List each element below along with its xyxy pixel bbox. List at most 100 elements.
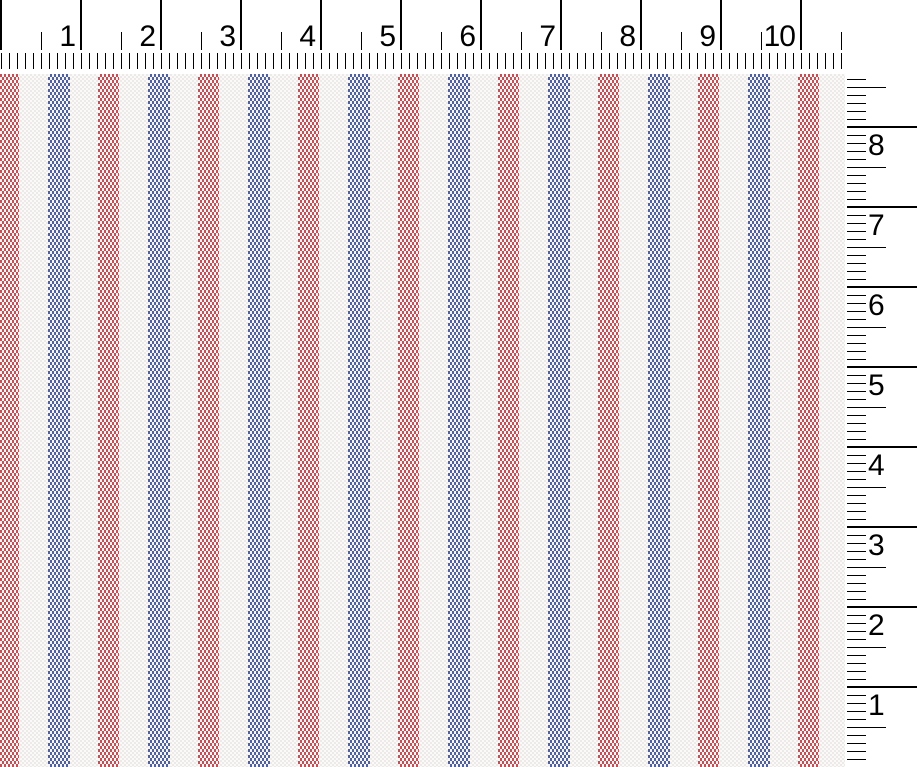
- top-ruler-fine-tick: [537, 53, 538, 69]
- top-ruler-unit-tick: [720, 0, 722, 50]
- top-ruler-fine-tick: [249, 53, 250, 69]
- top-ruler-fine-tick: [289, 53, 290, 69]
- right-ruler-fine-tick: [847, 431, 866, 432]
- top-ruler-fine-tick: [561, 53, 562, 69]
- right-ruler-fine-tick: [847, 279, 866, 280]
- right-ruler-fine-tick: [847, 303, 866, 304]
- top-ruler-fine-tick: [433, 53, 434, 69]
- top-ruler-fine-tick: [801, 53, 802, 69]
- right-ruler-fine-tick: [847, 631, 866, 632]
- fabric-red-stripe: [0, 74, 19, 767]
- top-ruler-fine-tick: [25, 53, 26, 69]
- top-ruler-fine-tick: [545, 53, 546, 69]
- top-ruler-fine-tick: [33, 53, 34, 69]
- top-ruler-fine-tick: [337, 53, 338, 69]
- right-ruler-half-tick: [847, 647, 886, 648]
- right-ruler-fine-tick: [847, 159, 866, 160]
- top-ruler-fine-tick: [809, 53, 810, 69]
- fabric-blue-stripe: [48, 74, 70, 767]
- right-ruler-fine-tick: [847, 343, 866, 344]
- top-ruler-fine-tick: [649, 53, 650, 69]
- right-ruler-fine-tick: [847, 351, 866, 352]
- fabric-red-stripe: [598, 74, 619, 767]
- right-ruler-fine-tick: [847, 703, 866, 704]
- fabric-blue-stripe: [348, 74, 370, 767]
- fabric-red-stripe: [698, 74, 719, 767]
- top-ruler-fine-tick: [385, 53, 386, 69]
- right-ruler-fine-tick: [847, 519, 866, 520]
- right-ruler-fine-tick: [847, 439, 866, 440]
- right-ruler-unit-tick: [847, 606, 917, 608]
- right-ruler-half-tick: [847, 247, 886, 248]
- right-ruler-fine-tick: [847, 479, 866, 480]
- top-ruler-fine-tick: [281, 53, 282, 69]
- top-ruler-fine-tick: [609, 53, 610, 69]
- right-ruler-fine-tick: [847, 223, 866, 224]
- top-ruler-fine-tick: [665, 53, 666, 69]
- top-ruler-fine-tick: [753, 53, 754, 69]
- top-ruler-unit-tick: [320, 0, 322, 50]
- right-ruler-fine-tick: [847, 455, 866, 456]
- right-ruler-fine-tick: [847, 215, 866, 216]
- top-ruler-unit-tick: [0, 0, 2, 50]
- right-ruler-fine-tick: [847, 95, 866, 96]
- right-ruler-fine-tick: [847, 319, 866, 320]
- right-ruler-fine-tick: [847, 183, 866, 184]
- right-ruler-fine-tick: [847, 751, 866, 752]
- top-ruler-fine-tick: [825, 53, 826, 69]
- top-ruler-fine-tick: [689, 53, 690, 69]
- top-ruler-number: 6: [459, 20, 476, 53]
- top-ruler-fine-tick: [225, 53, 226, 69]
- right-ruler-fine-tick: [847, 111, 866, 112]
- right-ruler-half-tick: [847, 727, 886, 728]
- top-ruler-fine-tick: [201, 53, 202, 69]
- top-ruler-fine-tick: [481, 53, 482, 69]
- right-ruler-fine-tick: [847, 575, 866, 576]
- top-ruler-half-tick: [361, 32, 362, 50]
- right-ruler-fine-tick: [847, 199, 866, 200]
- top-ruler-number: 4: [299, 20, 316, 53]
- top-ruler-half-tick: [521, 32, 522, 50]
- top-ruler-number: 5: [379, 20, 396, 53]
- top-ruler-fine-tick: [673, 53, 674, 69]
- right-ruler-fine-tick: [847, 103, 866, 104]
- top-ruler-fine-tick: [585, 53, 586, 69]
- right-ruler-half-tick: [847, 327, 886, 328]
- top-ruler-fine-tick: [145, 53, 146, 69]
- top-ruler-fine-tick: [553, 53, 554, 69]
- right-ruler-fine-tick: [847, 359, 866, 360]
- right-ruler-fine-tick: [847, 695, 866, 696]
- top-ruler-fine-tick: [209, 53, 210, 69]
- top-ruler-fine-tick: [153, 53, 154, 69]
- right-ruler-unit-tick: [847, 446, 917, 448]
- top-ruler-fine-tick: [457, 53, 458, 69]
- right-ruler-fine-tick: [847, 143, 866, 144]
- top-ruler-fine-tick: [257, 53, 258, 69]
- top-ruler-half-tick: [681, 32, 682, 50]
- right-ruler-fine-tick: [847, 551, 866, 552]
- top-ruler-fine-tick: [697, 53, 698, 69]
- top-ruler-fine-tick: [625, 53, 626, 69]
- top-ruler-half-tick: [41, 32, 42, 50]
- right-ruler-unit-tick: [847, 286, 917, 288]
- fabric-blue-stripe: [748, 74, 770, 767]
- right-ruler-fine-tick: [847, 463, 866, 464]
- top-ruler-fine-tick: [129, 53, 130, 69]
- top-ruler-fine-tick: [1, 53, 2, 69]
- top-ruler-unit-tick: [240, 0, 242, 50]
- top-ruler-number: 3: [219, 20, 236, 53]
- top-ruler-fine-tick: [489, 53, 490, 69]
- top-ruler-fine-tick: [393, 53, 394, 69]
- right-ruler-unit-tick: [847, 686, 917, 688]
- top-ruler-fine-tick: [409, 53, 410, 69]
- top-ruler-fine-tick: [97, 53, 98, 69]
- top-ruler-fine-tick: [401, 53, 402, 69]
- top-ruler-fine-tick: [169, 53, 170, 69]
- fabric-red-stripe: [398, 74, 419, 767]
- top-ruler-fine-tick: [769, 53, 770, 69]
- right-ruler-half-tick: [847, 167, 886, 168]
- top-ruler-fine-tick: [81, 53, 82, 69]
- right-ruler-number: 6: [868, 289, 885, 322]
- right-ruler-fine-tick: [847, 591, 866, 592]
- top-ruler-unit-tick: [160, 0, 162, 50]
